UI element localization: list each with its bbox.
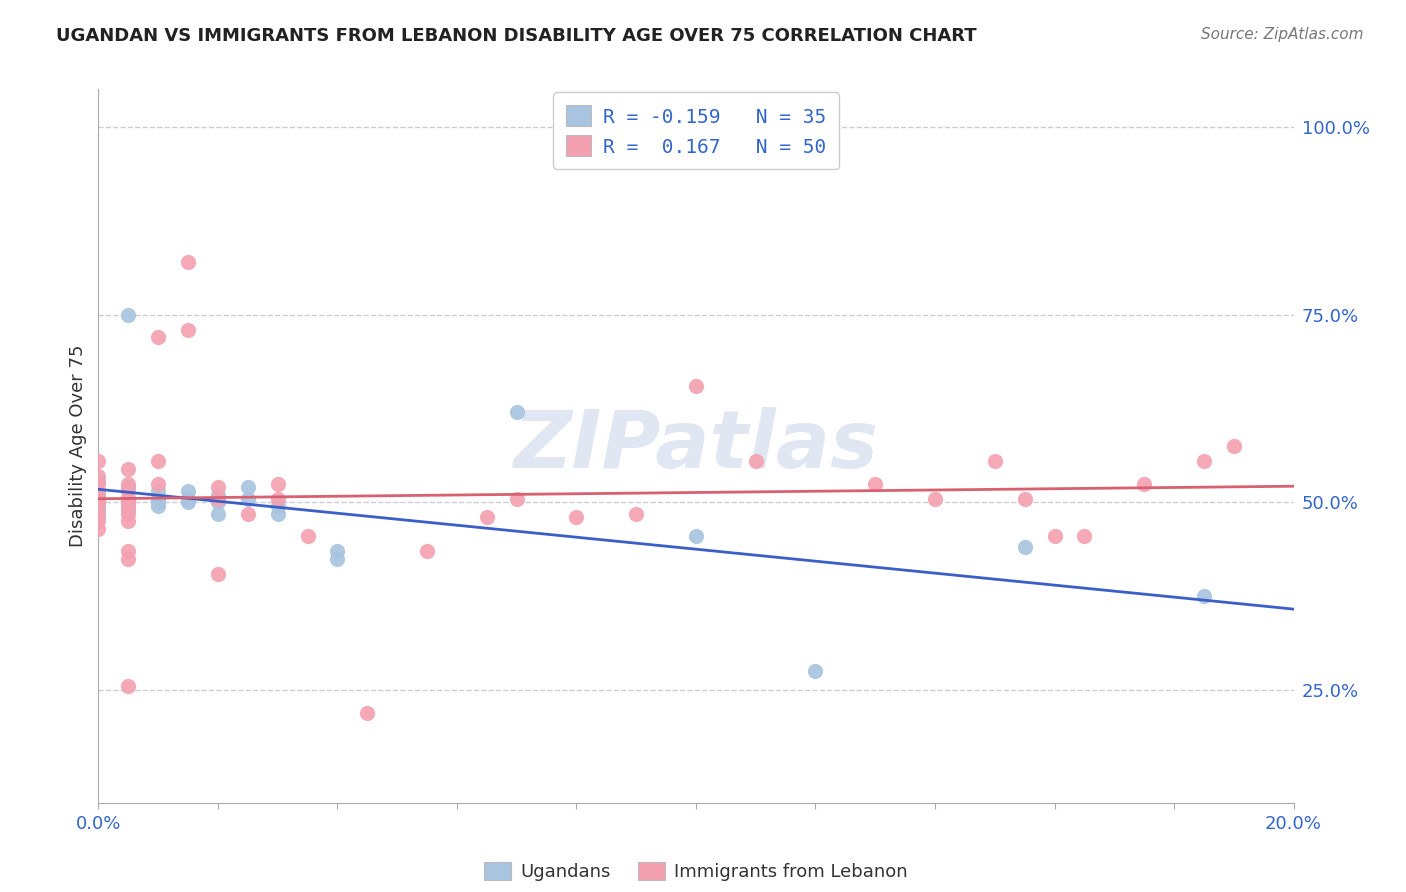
- Point: [506, 491, 529, 506]
- Point: [117, 499, 139, 513]
- Point: [87, 507, 110, 521]
- Point: [326, 551, 349, 566]
- Point: [177, 322, 200, 336]
- Point: [117, 514, 139, 528]
- Point: [87, 522, 110, 536]
- Point: [1192, 454, 1215, 468]
- Point: [506, 405, 529, 419]
- Point: [177, 491, 200, 506]
- Point: [87, 488, 110, 502]
- Point: [117, 461, 139, 475]
- Point: [207, 507, 229, 521]
- Point: [1073, 529, 1095, 543]
- Point: [87, 499, 110, 513]
- Point: [117, 507, 139, 521]
- Point: [117, 551, 139, 566]
- Point: [148, 484, 170, 499]
- Point: [984, 454, 1007, 468]
- Point: [87, 514, 110, 528]
- Point: [117, 544, 139, 558]
- Point: [207, 495, 229, 509]
- Point: [745, 454, 768, 468]
- Text: ZIPatlas: ZIPatlas: [513, 407, 879, 485]
- Point: [117, 499, 139, 513]
- Point: [87, 469, 110, 483]
- Point: [87, 507, 110, 521]
- Point: [1043, 529, 1066, 543]
- Point: [117, 679, 139, 693]
- Point: [804, 665, 827, 679]
- Point: [326, 544, 349, 558]
- Point: [267, 476, 290, 491]
- Point: [865, 476, 887, 491]
- Point: [117, 491, 139, 506]
- Point: [148, 495, 170, 509]
- Point: [626, 507, 648, 521]
- Point: [148, 476, 170, 491]
- Legend: Ugandans, Immigrants from Lebanon: Ugandans, Immigrants from Lebanon: [477, 855, 915, 888]
- Point: [1014, 541, 1036, 555]
- Point: [356, 706, 378, 720]
- Point: [1192, 589, 1215, 603]
- Point: [117, 480, 139, 494]
- Point: [207, 566, 229, 581]
- Point: [207, 491, 229, 506]
- Point: [177, 255, 200, 269]
- Point: [87, 473, 110, 487]
- Point: [236, 507, 259, 521]
- Point: [177, 484, 200, 499]
- Point: [685, 529, 707, 543]
- Point: [148, 491, 170, 506]
- Point: [117, 308, 139, 322]
- Point: [117, 503, 139, 517]
- Point: [117, 491, 139, 506]
- Point: [177, 495, 200, 509]
- Point: [87, 499, 110, 513]
- Point: [416, 544, 439, 558]
- Point: [87, 484, 110, 499]
- Point: [87, 510, 110, 524]
- Point: [87, 476, 110, 491]
- Point: [924, 491, 946, 506]
- Point: [267, 499, 290, 513]
- Point: [117, 495, 139, 509]
- Point: [1223, 439, 1246, 453]
- Point: [148, 454, 170, 468]
- Point: [236, 491, 259, 506]
- Point: [87, 491, 110, 506]
- Point: [267, 507, 290, 521]
- Y-axis label: Disability Age Over 75: Disability Age Over 75: [69, 344, 87, 548]
- Point: [117, 495, 139, 509]
- Point: [207, 480, 229, 494]
- Point: [297, 529, 319, 543]
- Text: UGANDAN VS IMMIGRANTS FROM LEBANON DISABILITY AGE OVER 75 CORRELATION CHART: UGANDAN VS IMMIGRANTS FROM LEBANON DISAB…: [56, 27, 977, 45]
- Point: [148, 330, 170, 344]
- Point: [267, 491, 290, 506]
- Point: [685, 379, 707, 393]
- Point: [1133, 476, 1156, 491]
- Point: [117, 484, 139, 499]
- Point: [565, 510, 588, 524]
- Point: [475, 510, 498, 524]
- Point: [236, 480, 259, 494]
- Point: [87, 491, 110, 506]
- Point: [87, 495, 110, 509]
- Point: [148, 499, 170, 513]
- Point: [117, 476, 139, 491]
- Text: Source: ZipAtlas.com: Source: ZipAtlas.com: [1201, 27, 1364, 42]
- Point: [87, 503, 110, 517]
- Point: [87, 454, 110, 468]
- Point: [207, 488, 229, 502]
- Point: [87, 495, 110, 509]
- Point: [1014, 491, 1036, 506]
